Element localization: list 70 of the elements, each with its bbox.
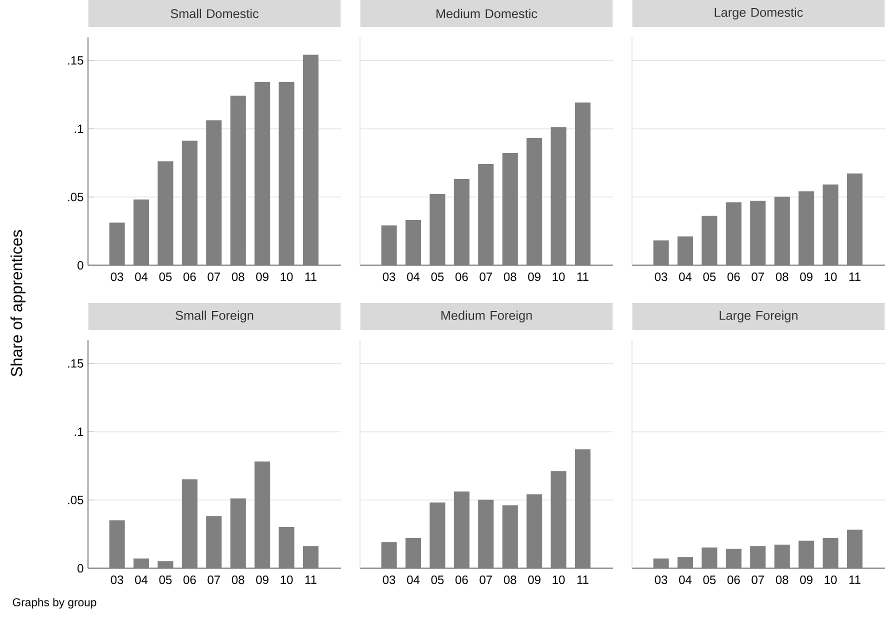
- x-tick-label: 06: [455, 575, 468, 584]
- x-tick-label: 08: [776, 575, 788, 584]
- x-tick-label: 11: [305, 272, 316, 281]
- x-tick-label: 07: [752, 272, 764, 281]
- x-tick-label: 08: [232, 272, 244, 281]
- x-tick-label: 03: [654, 575, 668, 584]
- x-tick-label: 06: [183, 272, 196, 281]
- y-tick-label: 0: [78, 564, 84, 572]
- x-tick-label: 08: [776, 272, 788, 281]
- x-tick-label: 05: [431, 575, 444, 584]
- y-tick-label: .15: [68, 56, 84, 65]
- x-tick-label: 03: [382, 272, 396, 281]
- chart-title: Large Domestic: [714, 7, 803, 20]
- x-tick-label: 09: [256, 575, 268, 584]
- x-tick-label: 10: [280, 272, 293, 281]
- x-tick-label: 10: [824, 575, 837, 584]
- y-tick-label: .05: [68, 192, 84, 202]
- x-tick-label: 09: [800, 272, 812, 281]
- y-tick-label: 0: [78, 260, 84, 270]
- y-tick-label: .05: [68, 496, 84, 504]
- x-tick-label: 06: [727, 575, 740, 584]
- y-axis-title: Share of apprentices: [10, 230, 26, 376]
- text: Graphs by group: [12, 598, 96, 608]
- chart-title: Medium Domestic: [436, 8, 538, 18]
- x-tick-label: 05: [159, 575, 172, 584]
- x-tick-label: 07: [208, 272, 220, 281]
- chart-title: Medium Foreign: [441, 310, 532, 322]
- x-tick-label: 05: [703, 575, 716, 584]
- x-tick-label: 05: [159, 272, 172, 281]
- x-tick-label: 03: [110, 272, 124, 281]
- x-tick-label: 11: [577, 575, 588, 584]
- x-tick-label: 03: [654, 272, 668, 281]
- x-tick-label: 04: [407, 272, 420, 281]
- x-tick-label: 06: [727, 272, 740, 281]
- x-tick-label: 05: [703, 272, 716, 281]
- x-tick-label: 10: [552, 272, 565, 281]
- x-tick-label: 07: [752, 575, 764, 584]
- x-tick-label: 04: [679, 272, 692, 281]
- x-tick-label: 11: [577, 272, 588, 281]
- x-tick-label: 10: [280, 575, 293, 584]
- x-tick-label: 05: [431, 272, 444, 281]
- x-tick-label: 11: [849, 272, 860, 281]
- x-tick-label: 08: [504, 272, 516, 281]
- x-tick-label: 11: [305, 575, 316, 584]
- x-tick-label: 09: [256, 272, 268, 281]
- y-tick-label: .1: [74, 124, 84, 133]
- chart-title: Small Domestic: [170, 8, 258, 18]
- x-tick-label: 04: [679, 575, 692, 584]
- x-tick-label: 07: [480, 272, 492, 281]
- x-tick-label: 09: [800, 575, 812, 584]
- x-tick-label: 09: [528, 272, 540, 281]
- x-tick-label: 08: [232, 575, 244, 584]
- y-tick-label: .1: [74, 427, 84, 436]
- x-tick-label: 08: [504, 575, 516, 584]
- chart-title: Small Foreign: [176, 310, 254, 322]
- x-tick-label: 10: [552, 575, 565, 584]
- x-tick-label: 04: [135, 575, 148, 584]
- x-tick-label: 07: [480, 575, 492, 584]
- x-tick-label: 04: [407, 575, 420, 584]
- x-tick-label: 03: [110, 575, 124, 584]
- y-tick-label: .15: [68, 359, 84, 368]
- x-tick-label: 06: [183, 575, 196, 584]
- x-tick-label: 03: [382, 575, 396, 584]
- x-tick-label: 10: [824, 272, 837, 281]
- x-tick-label: 11: [849, 575, 860, 584]
- x-tick-label: 06: [455, 272, 468, 281]
- x-tick-label: 09: [528, 575, 540, 584]
- x-tick-label: 07: [208, 575, 220, 584]
- chart-title: Large Foreign: [720, 310, 798, 322]
- x-tick-label: 04: [135, 272, 148, 281]
